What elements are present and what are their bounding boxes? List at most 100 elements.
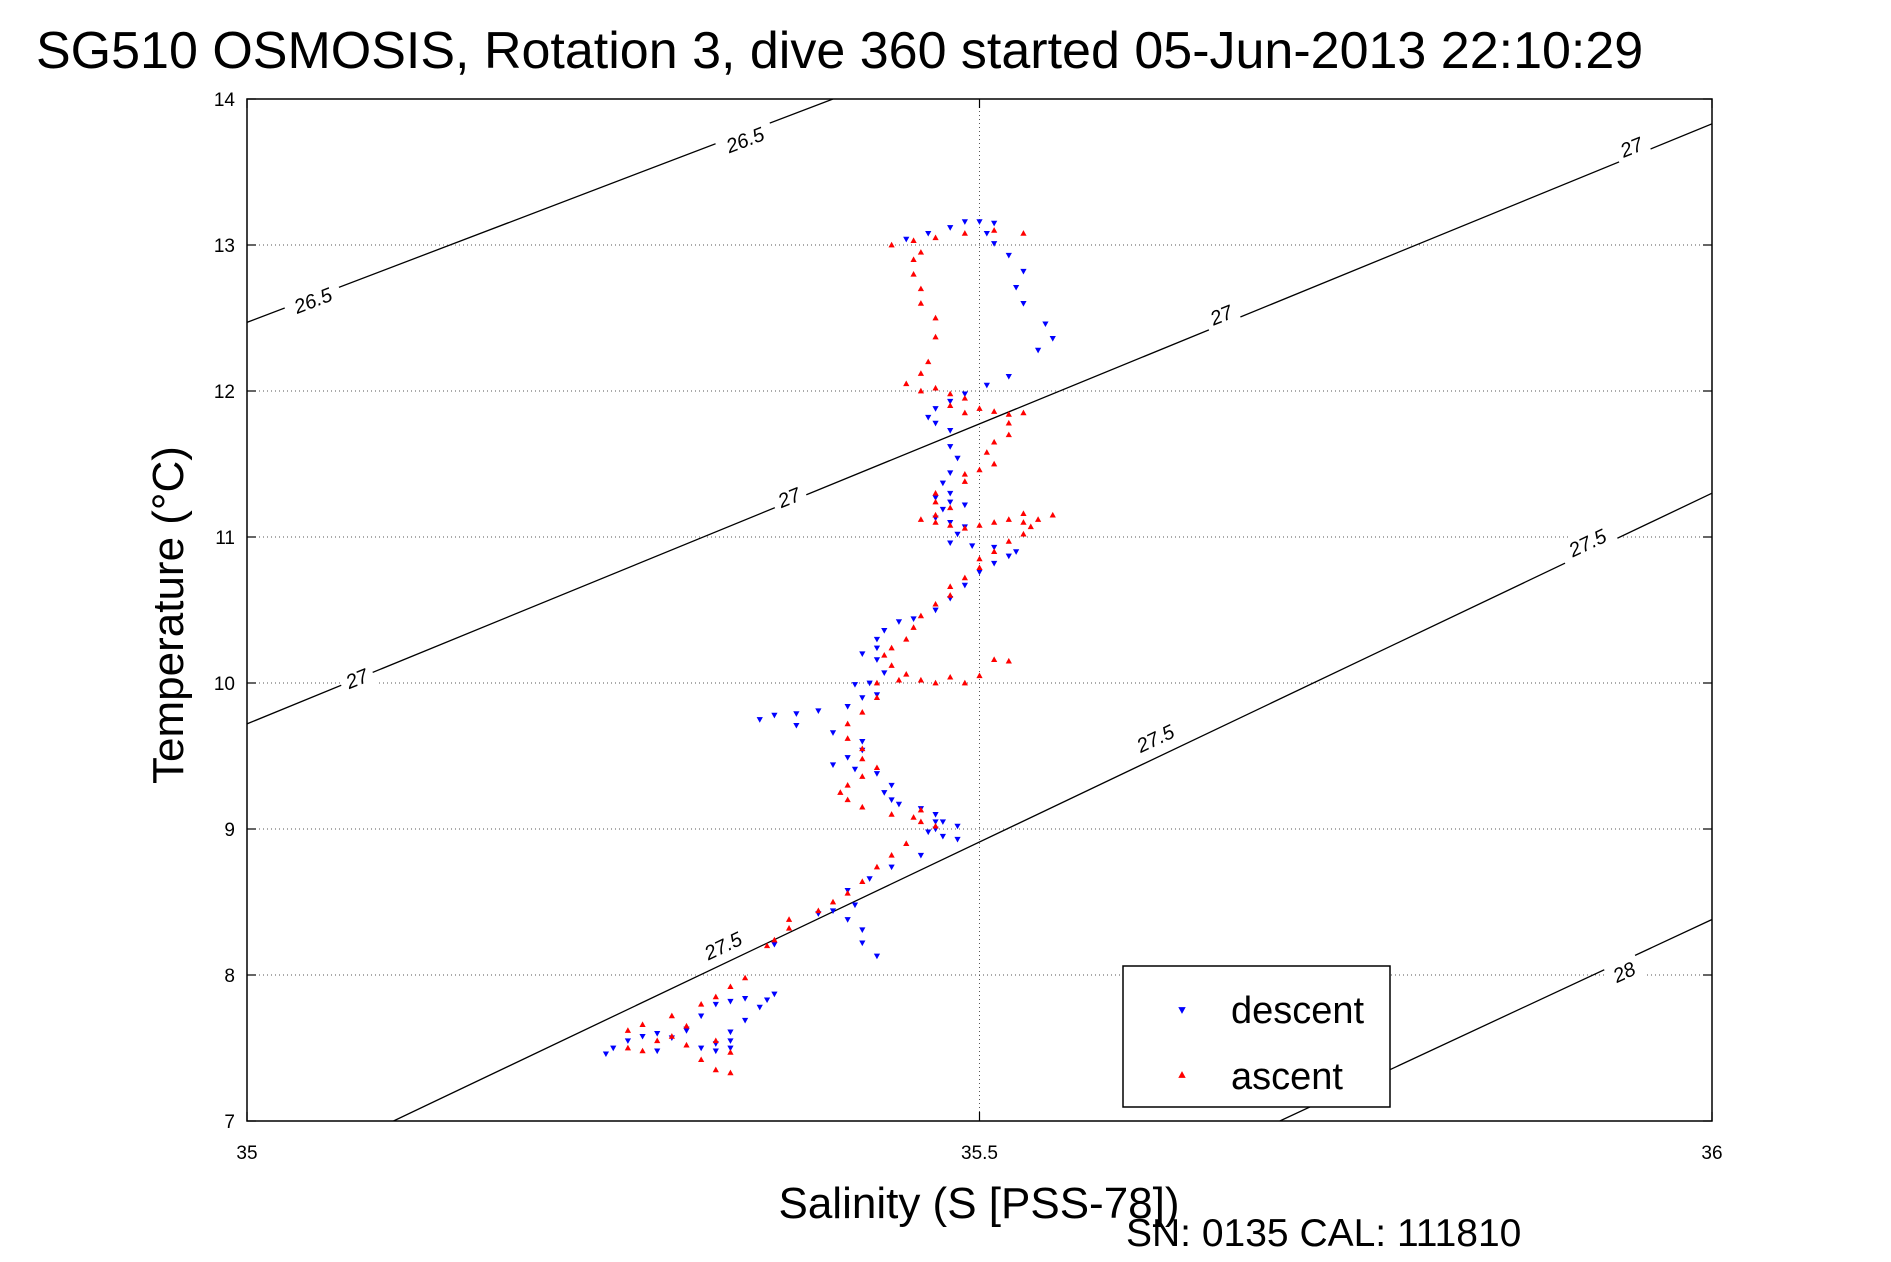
descent-point <box>829 908 837 914</box>
ascent-point <box>961 471 968 477</box>
ascent-point <box>859 878 866 884</box>
descent-point <box>947 540 954 547</box>
ascent-point <box>844 781 851 788</box>
ascent-point <box>888 662 895 668</box>
ascent-point <box>1020 409 1027 416</box>
descent-point <box>1013 284 1020 291</box>
y-tick-label: 11 <box>215 528 235 549</box>
ascent-point <box>844 890 851 896</box>
descent-point <box>1020 268 1027 275</box>
ascent-point <box>947 583 954 590</box>
descent-point <box>976 569 983 576</box>
descent-point <box>815 708 822 714</box>
ascent-point <box>932 511 939 518</box>
descent-point <box>1005 252 1012 259</box>
ascent-point <box>1034 516 1042 522</box>
y-axis-label: Temperature (°C) <box>144 446 193 784</box>
descent-point <box>1005 553 1012 560</box>
ascent-point <box>903 380 910 387</box>
ascent-point <box>991 438 998 445</box>
ascent-point <box>932 519 939 525</box>
ascent-point <box>668 1012 675 1019</box>
descent-point <box>961 219 968 225</box>
ascent-point <box>1020 230 1027 236</box>
ascent-point <box>961 230 968 236</box>
ascent-point <box>1049 511 1056 518</box>
descent-point <box>939 819 946 825</box>
ascent-point <box>741 974 749 981</box>
descent-point <box>983 230 990 237</box>
ascent-point <box>947 522 954 528</box>
descent-point <box>939 506 946 513</box>
density-contours <box>247 99 1712 1121</box>
ascent-point <box>727 1069 734 1076</box>
descent-point <box>829 762 837 768</box>
ascent-point <box>624 1044 632 1051</box>
descent-point <box>947 398 954 405</box>
contour-label-background <box>1123 714 1188 763</box>
ascent-point <box>873 764 881 771</box>
descent-point <box>888 797 895 804</box>
ascent-point <box>991 519 998 525</box>
ascent-point <box>917 516 925 522</box>
ascent-point <box>895 676 903 683</box>
ascent-point <box>712 993 719 1000</box>
ascent-point <box>961 679 968 686</box>
descent-point <box>939 833 946 840</box>
ascent-point <box>961 409 968 416</box>
descent-point <box>947 428 954 434</box>
descent-point <box>639 1033 646 1040</box>
ascent-point <box>903 840 910 846</box>
descent-point <box>939 480 946 487</box>
descent-point <box>947 499 954 506</box>
descent-point <box>1034 347 1042 354</box>
ascent-point <box>1005 431 1012 438</box>
ascent-point <box>1020 510 1027 517</box>
y-tick-label: 10 <box>214 674 235 695</box>
ascent-point <box>873 679 881 686</box>
ascent-point <box>947 592 954 598</box>
descent-point <box>851 766 859 773</box>
ascent-point <box>1020 519 1027 525</box>
legend: descent ascent <box>1122 965 1391 1108</box>
descent-point <box>961 502 968 509</box>
ascent-point <box>873 863 881 870</box>
ascent-point <box>639 1021 646 1028</box>
descent-point <box>859 651 866 658</box>
descent-point <box>925 414 932 421</box>
descent-point <box>947 225 954 231</box>
contour-label-background <box>713 117 777 163</box>
y-tick-label: 13 <box>214 236 235 257</box>
descent-point <box>859 940 866 947</box>
ascent-point <box>961 574 968 581</box>
descent-point <box>771 991 778 998</box>
ascent-point <box>910 624 917 630</box>
descent-point <box>925 230 932 237</box>
ascent-point <box>917 676 925 683</box>
descent-point <box>654 1031 661 1037</box>
ascent-point <box>1005 657 1012 664</box>
ascent-point <box>976 555 983 562</box>
ascent-point <box>991 460 998 467</box>
ascent-point <box>917 387 925 394</box>
ascent-point <box>932 384 939 391</box>
descent-point <box>947 470 954 476</box>
ascent-point <box>668 1033 675 1039</box>
descent-point <box>610 1045 617 1052</box>
descent-point <box>873 645 881 652</box>
ascent-point <box>991 548 998 554</box>
descent-point <box>727 1038 734 1044</box>
ascent-point <box>917 806 925 813</box>
ascent-point <box>932 234 939 241</box>
legend-marker-ascent <box>1178 1071 1186 1078</box>
descent-point <box>771 941 778 948</box>
descent-point <box>961 582 968 589</box>
ascent-point <box>917 249 925 255</box>
ascent-point <box>859 803 866 810</box>
descent-point <box>624 1038 632 1044</box>
x-tick-label: 36 <box>1701 1143 1722 1164</box>
contour-label-background <box>336 660 378 698</box>
descent-point <box>873 771 881 777</box>
descent-point <box>859 695 866 701</box>
ascent-point <box>991 656 998 663</box>
